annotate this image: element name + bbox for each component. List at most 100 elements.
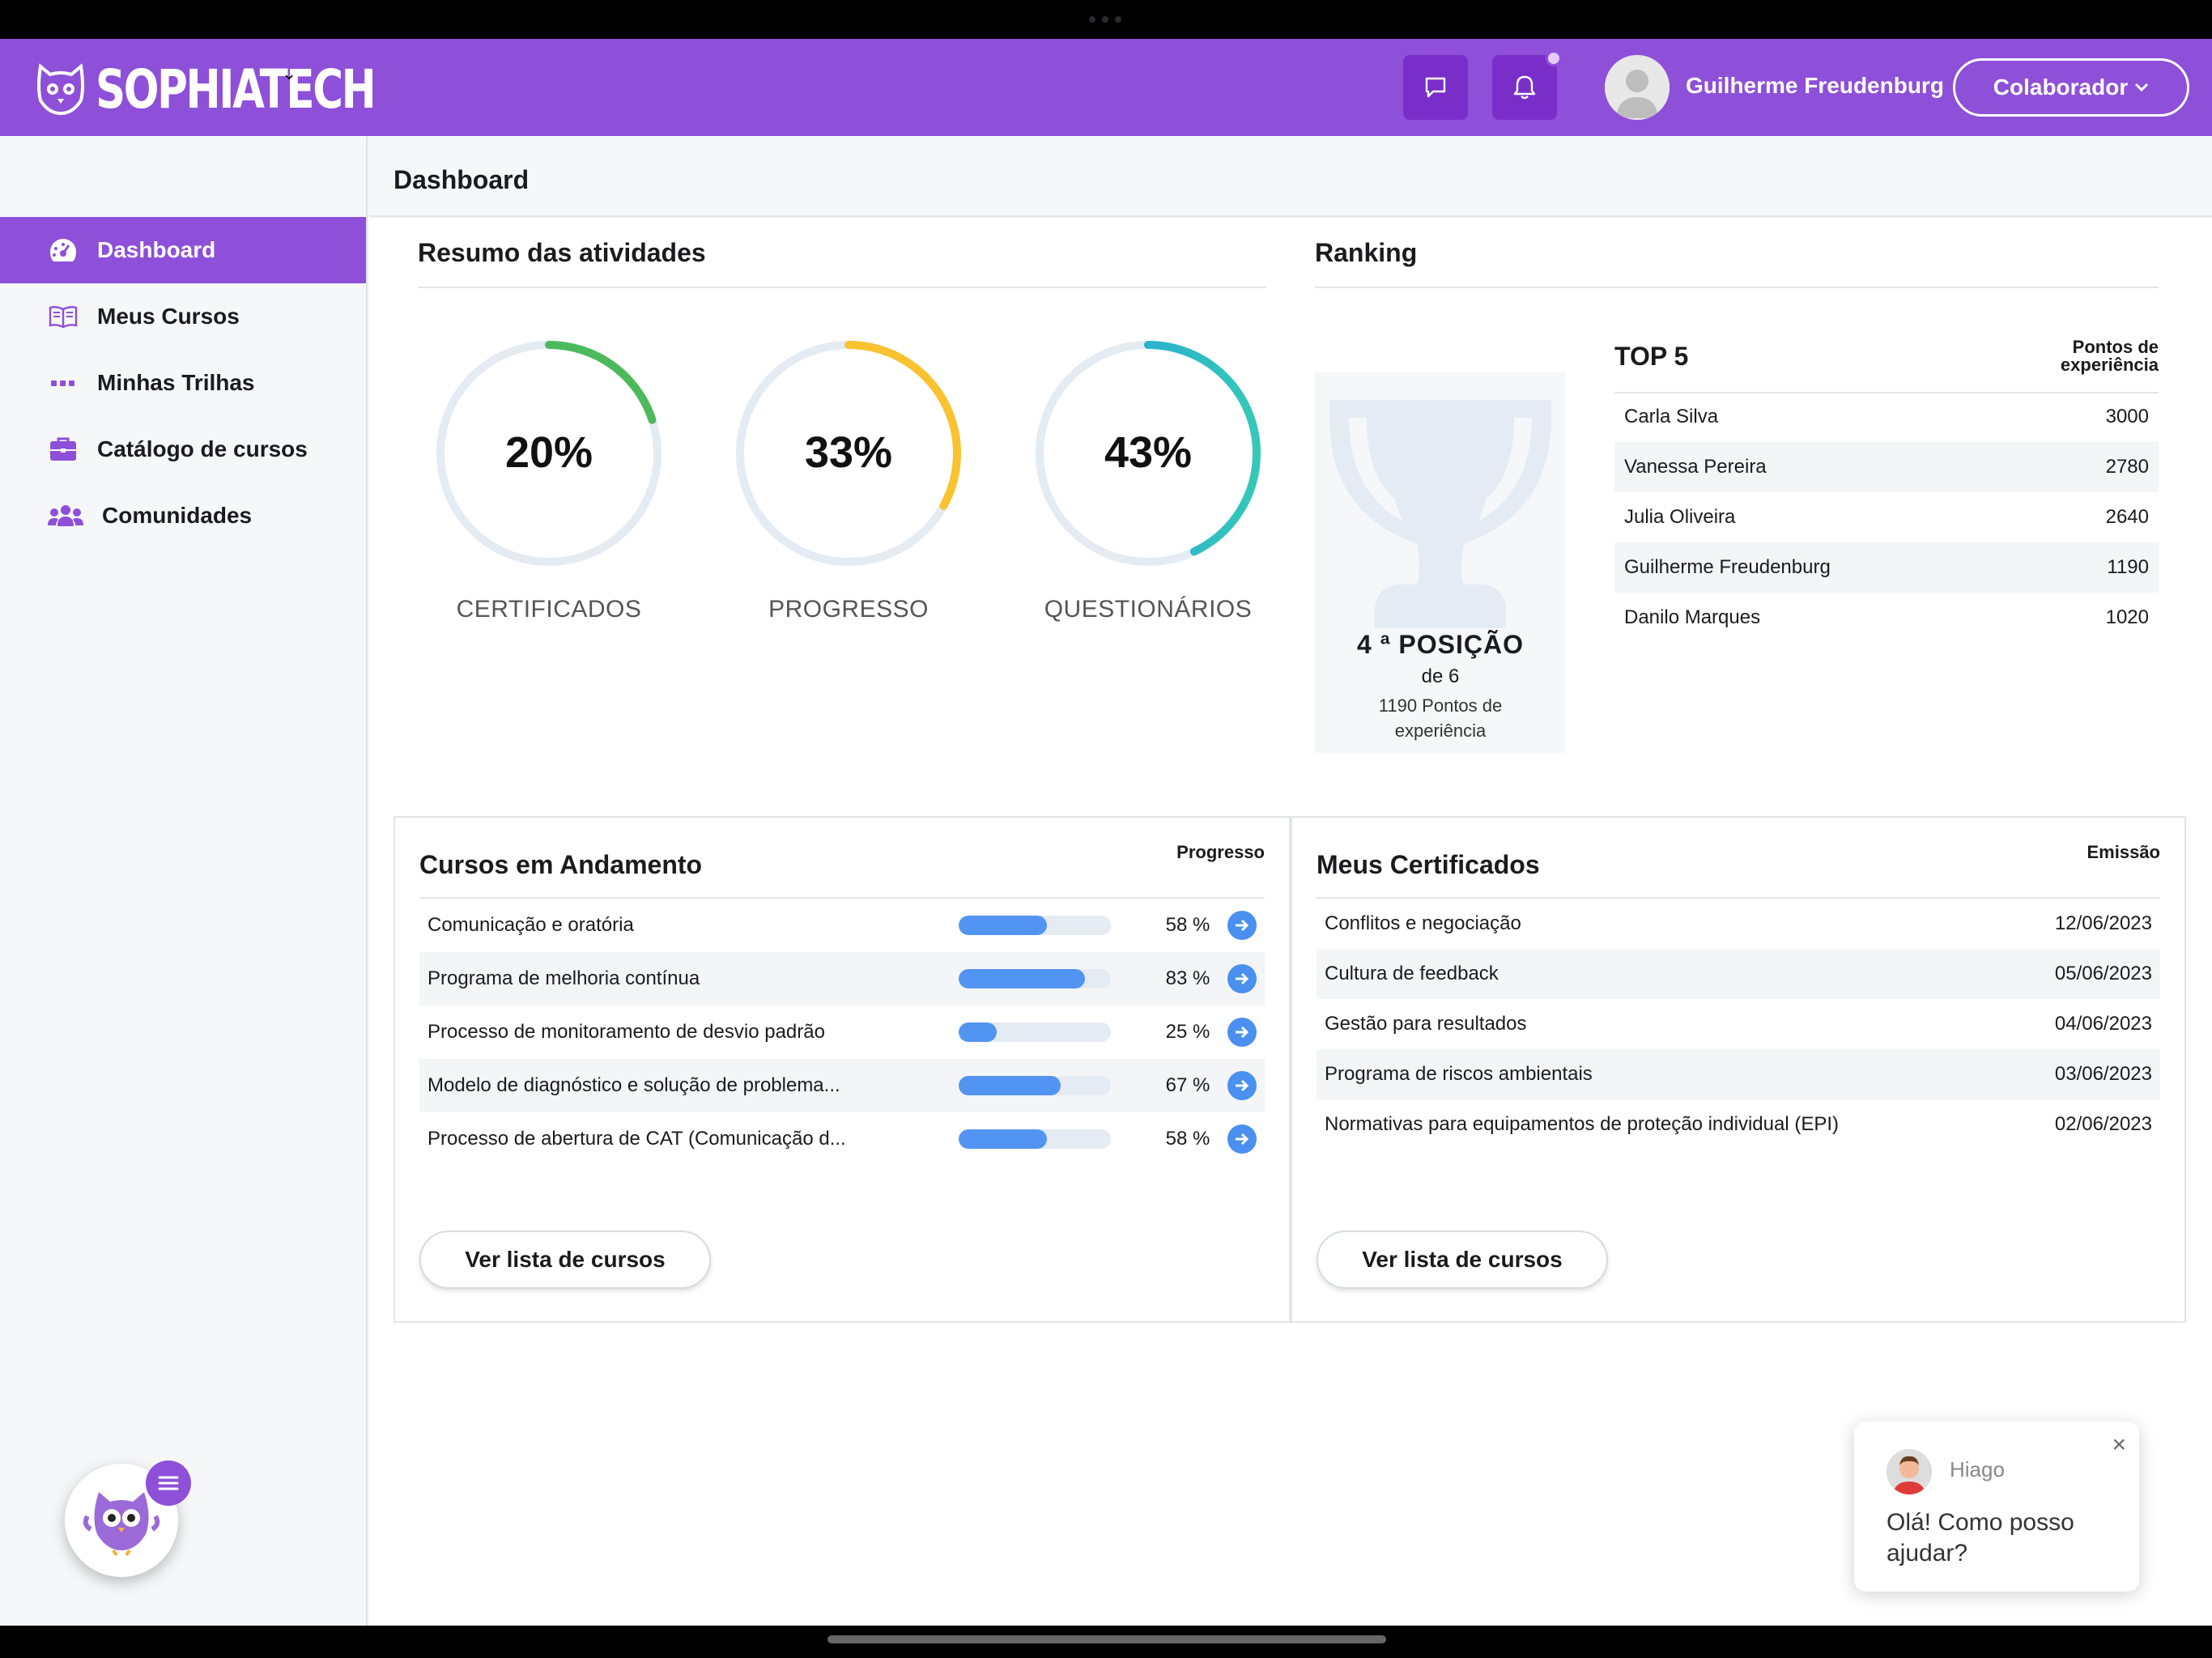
notifications-button[interactable] [1492, 50, 1562, 120]
arrow-right-icon[interactable] [1227, 911, 1257, 940]
ring-chart [736, 341, 961, 566]
ranking-name: Julia Oliveira [1624, 506, 1736, 528]
ranking-total: de 6 [1421, 665, 1460, 687]
chevron-down-icon[interactable]: ⌄ [282, 63, 297, 83]
course-name[interactable]: Processo de monitoramento de desvio padr… [428, 1021, 825, 1043]
ranking-points-value: 2640 [2105, 506, 2149, 528]
sidebar-item-label: Comunidades [102, 503, 253, 528]
owl-mascot-icon [83, 1492, 160, 1557]
agent-face-icon [1887, 1449, 1932, 1494]
sidebar-item-meus-cursos[interactable]: Meus Cursos [0, 283, 366, 350]
messages-button[interactable] [1403, 55, 1468, 120]
certificate-date: 04/06/2023 [2054, 1013, 2152, 1035]
agent-avatar [1887, 1449, 1932, 1494]
certificate-row[interactable]: Cultura de feedback 05/06/2023 [1317, 949, 2160, 999]
chevron-down-icon [2135, 83, 2149, 92]
certificate-row[interactable]: Programa de riscos ambientais 03/06/2023 [1317, 1049, 2160, 1099]
certificate-name[interactable]: Normativas para equipamentos de proteção… [1325, 1113, 1840, 1135]
ranking-points-value: 2780 [2105, 456, 2149, 478]
bell-icon [1513, 75, 1536, 100]
ranking-divider [1315, 287, 2159, 288]
course-name[interactable]: Modelo de diagnóstico e solução de probl… [428, 1074, 840, 1096]
certificate-name[interactable]: Cultura de feedback [1325, 963, 1499, 984]
home-bar [0, 1626, 2212, 1658]
assistant-menu-button[interactable] [146, 1460, 191, 1506]
ranking-row: Julia Oliveira 2640 [1614, 492, 2159, 542]
ranking-points-value: 1020 [2105, 606, 2149, 628]
issue-date-header: Emissão [2087, 842, 2161, 862]
ranking-row: Danilo Marques 1020 [1614, 593, 2159, 643]
close-icon[interactable]: × [2112, 1431, 2126, 1458]
ranking-row: Guilherme Freudenburg 1190 [1614, 542, 2159, 593]
user-name[interactable]: Guilherme Freudenburg [1686, 73, 1944, 98]
view-certificates-button[interactable]: Ver lista de cursos [1317, 1231, 1608, 1289]
owl-logo-icon [37, 62, 84, 115]
status-bar [0, 0, 2212, 39]
arrow-right-icon[interactable] [1227, 964, 1257, 993]
course-row[interactable]: Processo de abertura de CAT (Comunicação… [419, 1112, 1265, 1166]
points-header: Pontos de experiência [2060, 337, 2159, 375]
course-name[interactable]: Comunicação e oratória [428, 914, 634, 936]
certificate-row[interactable]: Conflitos e negociação 12/06/2023 [1317, 899, 2160, 949]
sidebar-item-dashboard[interactable]: Dashboard [0, 217, 366, 283]
progress-bar [958, 1076, 1111, 1095]
certificate-date: 12/06/2023 [2054, 912, 2152, 934]
course-row[interactable]: Comunicação e oratória 58 % [419, 899, 1265, 952]
trophy-icon [1329, 400, 1551, 628]
progress-bar-fill [958, 1076, 1061, 1095]
certificate-row[interactable]: Gestão para resultados 04/06/2023 [1317, 999, 2160, 1049]
logo[interactable]: SOPHIATECH [36, 58, 376, 121]
sidebar-item-label: Meus Cursos [97, 304, 240, 329]
sidebar-item-label: Minhas Trilhas [97, 370, 255, 395]
ring-label: QUESTIONÁRIOS [1044, 596, 1253, 623]
progress-bar-fill [958, 916, 1047, 935]
ring-value: 20% [504, 428, 593, 477]
agent-name: Hiago [1950, 1457, 2005, 1482]
home-indicator[interactable] [827, 1635, 1386, 1643]
ring-chart [1036, 341, 1261, 566]
view-courses-button[interactable]: Ver lista de cursos [419, 1231, 711, 1289]
course-name[interactable]: Processo de abertura de CAT (Comunicação… [428, 1128, 846, 1150]
progress-bar-fill [958, 1022, 997, 1042]
sidebar-item-minhas-trilhas[interactable]: Minhas Trilhas [0, 350, 366, 416]
progress-percent: 83 % [1165, 967, 1210, 989]
course-row[interactable]: Processo de monitoramento de desvio padr… [419, 1005, 1265, 1059]
ranking-title: Ranking [1315, 238, 1418, 267]
top5-divider [1614, 392, 2159, 393]
role-dropdown[interactable]: Colaborador [1953, 58, 2189, 117]
chat-popup[interactable]: × Hiago Olá! Como posso ajudar? [1854, 1422, 2139, 1592]
certificate-name[interactable]: Gestão para resultados [1325, 1013, 1527, 1035]
progress-percent: 67 % [1165, 1074, 1210, 1096]
ranking-name: Danilo Marques [1624, 606, 1761, 628]
ranking-name: Vanessa Pereira [1624, 456, 1767, 478]
users-icon [47, 501, 84, 530]
arrow-right-icon[interactable] [1227, 1071, 1257, 1100]
arrow-right-icon[interactable] [1227, 1018, 1257, 1047]
certificate-name[interactable]: Conflitos e negociação [1325, 912, 1521, 934]
progress-percent: 58 % [1165, 914, 1210, 936]
ranking-name: Carla Silva [1624, 406, 1719, 427]
ring-label: PROGRESSO [768, 596, 929, 623]
certificates-title: Meus Certificados [1317, 850, 1540, 879]
ranking-points-value: 3000 [2105, 406, 2149, 427]
arrow-right-icon[interactable] [1227, 1124, 1257, 1154]
course-row[interactable]: Programa de melhoria contínua 83 % [419, 952, 1265, 1005]
certificate-name[interactable]: Programa de riscos ambientais [1325, 1063, 1593, 1085]
ranking-points: 1190 Pontos de experiência [1378, 695, 1503, 741]
sidebar: Dashboard Meus Cursos Minhas Trilhas Cat… [0, 136, 368, 1626]
briefcase-icon [47, 435, 79, 464]
user-avatar[interactable] [1605, 55, 1670, 120]
certificate-row[interactable]: Normativas para equipamentos de proteção… [1317, 1099, 2160, 1150]
certificates-divider [1317, 897, 2160, 899]
chat-message: Olá! Como posso ajudar? [1887, 1509, 2074, 1567]
course-row[interactable]: Modelo de diagnóstico e solução de probl… [419, 1059, 1265, 1112]
multitask-dots[interactable] [1089, 16, 1121, 23]
progress-bar [958, 969, 1111, 988]
ranking-position: 4 ª POSIÇÃO [1357, 630, 1524, 659]
app-header: SOPHIATECH ⌄ Guilherme Freudenburg Colab… [0, 39, 2212, 136]
sidebar-item-comunidades[interactable]: Comunidades [0, 483, 366, 549]
course-name[interactable]: Programa de melhoria contínua [428, 967, 700, 989]
sidebar-item-catalogo[interactable]: Catálogo de cursos [0, 416, 366, 483]
courses-divider [419, 897, 1265, 899]
dashboard-gauge-icon [47, 236, 79, 265]
